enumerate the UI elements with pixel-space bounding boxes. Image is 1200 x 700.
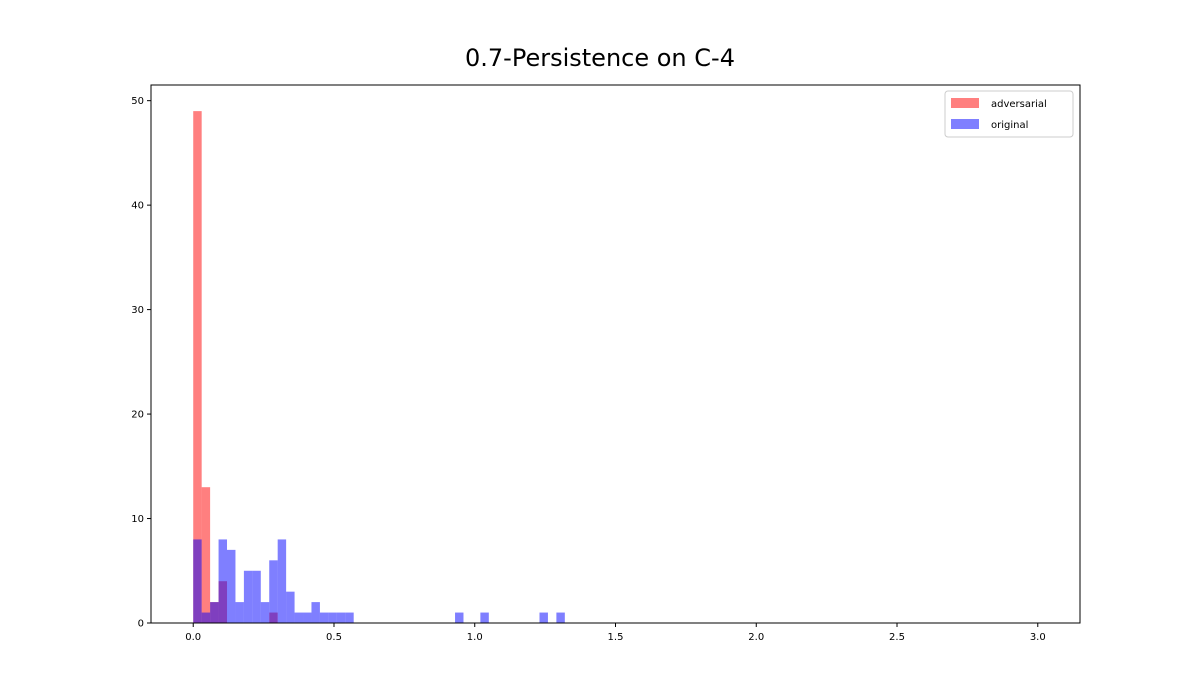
x-tick-label: 2.5 (889, 632, 905, 643)
original-bar-17 (336, 612, 346, 623)
x-tick-label: 0.0 (185, 632, 201, 643)
y-tick-label: 50 (131, 96, 144, 107)
x-tick-label: 1.0 (467, 632, 483, 643)
x-tick-label: 1.5 (608, 632, 624, 643)
adversarial-legend-swatch (951, 98, 979, 108)
original-legend-swatch (951, 119, 979, 129)
original-bar-4 (227, 549, 236, 623)
original-bar-9 (269, 560, 278, 623)
original-bar-11 (286, 591, 295, 623)
y-tick-label: 20 (131, 410, 144, 421)
legend: adversarial original (944, 90, 1074, 138)
original-legend-label: original (991, 120, 1028, 131)
original-bar-15 (319, 612, 329, 623)
ticks-group: 0.0 0.5 1.0 1.5 2.0 2.5 3.0 0 10 20 30 40 50 (131, 96, 1045, 643)
x-tick-label: 2.0 (748, 632, 764, 643)
original-bar-6 (243, 570, 253, 623)
original-bar-16 (328, 612, 337, 623)
chart-title: 0.7-Persistence on C-4 (465, 44, 735, 72)
adversarial-bar-1 (201, 487, 211, 623)
y-tick-label: 10 (131, 514, 144, 525)
original-bar-13 (303, 612, 312, 623)
y-tick-label: 30 (131, 305, 144, 316)
x-tick-label: 0.5 (326, 632, 342, 643)
original-bar-8 (260, 602, 270, 623)
original-bar-18 (345, 612, 354, 623)
original-bar-12 (294, 612, 304, 623)
adversarial-legend-label: adversarial (991, 99, 1047, 110)
original-bar-20 (480, 612, 489, 623)
original-bar-10 (277, 539, 287, 623)
original-bar-3 (218, 539, 228, 623)
adversarial-bar-0 (193, 111, 202, 623)
original-bar-2 (210, 602, 219, 623)
plot-frame (150, 84, 1081, 624)
original-bar-14 (311, 602, 320, 623)
original-bar-7 (252, 570, 261, 623)
original-bar-21 (539, 612, 548, 623)
original-bar-0 (193, 539, 202, 623)
bars-group (193, 111, 565, 623)
original-bar-1 (201, 612, 211, 623)
original-bar-22 (556, 612, 565, 623)
x-tick-label: 3.0 (1030, 632, 1046, 643)
original-bar-19 (455, 612, 464, 623)
y-tick-label: 40 (131, 201, 144, 212)
y-tick-label: 0 (138, 619, 144, 630)
original-bar-5 (235, 602, 244, 623)
